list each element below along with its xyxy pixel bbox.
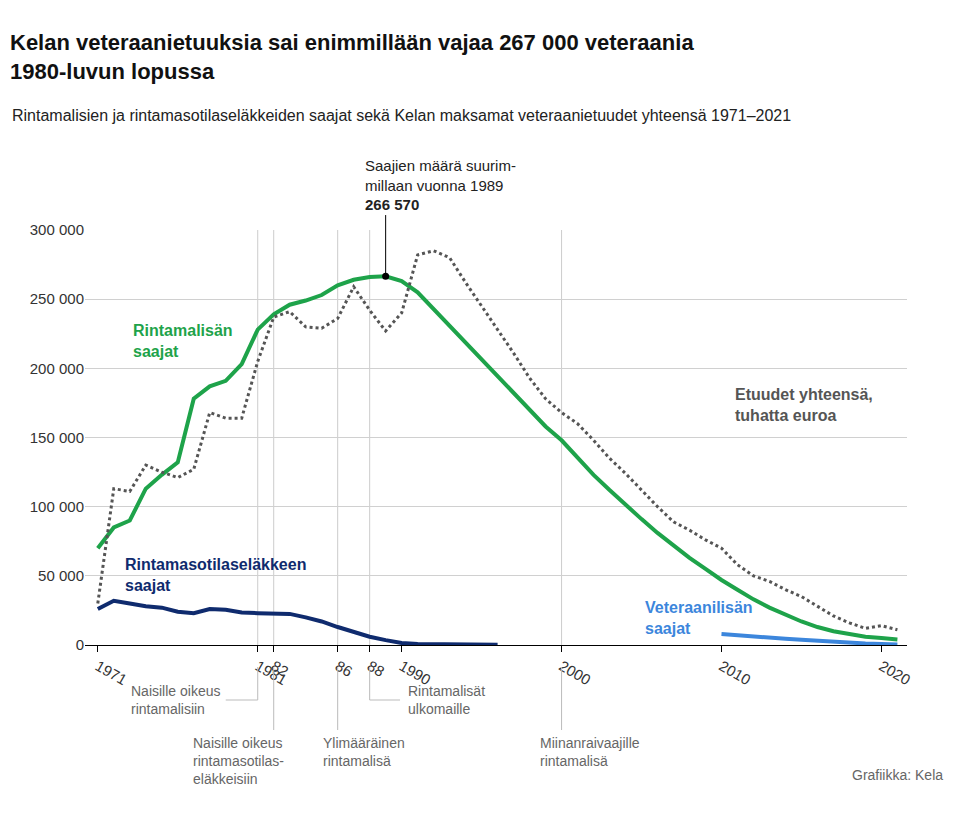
svg-text:150 000: 150 000 <box>30 429 84 446</box>
svg-text:86: 86 <box>332 657 355 680</box>
svg-text:Kelan veteraanietuuksia sai en: Kelan veteraanietuuksia sai enimmillään … <box>10 30 694 84</box>
svg-text:82: 82 <box>268 657 291 680</box>
svg-text:2020: 2020 <box>876 657 913 688</box>
svg-text:Ylimääräinenrintamalisä: Ylimääräinenrintamalisä <box>323 735 405 769</box>
svg-text:Naisille oikeusrintamalisiin: Naisille oikeusrintamalisiin <box>131 683 220 717</box>
svg-text:Etuudet yhteensä,tuhatta euroa: Etuudet yhteensä,tuhatta euroa <box>735 386 873 424</box>
svg-text:Naisille oikeusrintamasotilas-: Naisille oikeusrintamasotilas-eläkkeisii… <box>193 735 284 787</box>
svg-text:0: 0 <box>76 636 84 653</box>
svg-text:250 000: 250 000 <box>30 290 84 307</box>
svg-text:88: 88 <box>364 657 387 680</box>
svg-text:Miinanraivaajillerintamalisä: Miinanraivaajillerintamalisä <box>540 735 640 769</box>
svg-text:Rintamalisätulkomaille: Rintamalisätulkomaille <box>408 683 485 717</box>
svg-text:2000: 2000 <box>556 657 593 688</box>
svg-text:1990: 1990 <box>396 657 433 688</box>
svg-text:Rintamalisänsaajat: Rintamalisänsaajat <box>133 322 233 360</box>
svg-text:1981: 1981 <box>252 657 289 688</box>
svg-text:Rintamasotilaseläkkeensaajat: Rintamasotilaseläkkeensaajat <box>125 556 306 594</box>
svg-text:200 000: 200 000 <box>30 360 84 377</box>
svg-text:100 000: 100 000 <box>30 498 84 515</box>
svg-text:2010: 2010 <box>716 657 753 688</box>
svg-text:300 000: 300 000 <box>30 221 84 238</box>
svg-text:50 000: 50 000 <box>38 567 84 584</box>
svg-text:Rintamalisien ja rintamasotila: Rintamalisien ja rintamasotilaseläkkeide… <box>12 107 791 124</box>
svg-text:Veteraanilisänsaajat: Veteraanilisänsaajat <box>645 599 753 637</box>
svg-text:1971: 1971 <box>93 657 130 688</box>
svg-text:Saajien määrä suurim-millaan v: Saajien määrä suurim-millaan vuonna 1989… <box>365 157 516 213</box>
svg-text:Grafiikka: Kela: Grafiikka: Kela <box>852 767 943 783</box>
